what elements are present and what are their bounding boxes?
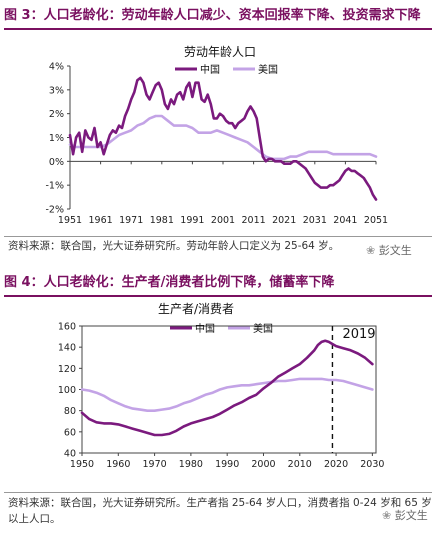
chart1-x-tick-label: 1961: [89, 215, 113, 226]
chart1-y-tick-label: 4%: [49, 62, 64, 73]
chart1-y-tick-label: -1%: [46, 181, 65, 192]
chart2-legend-label-china: 中国: [195, 322, 215, 335]
chart2-x-tick-label: 1970: [142, 459, 166, 470]
figure1-chart: -2% -1% 0% 1% 2% 3% 4% 1951 1961 1971 1981 1991 2001…: [0, 30, 436, 235]
chart2-y-tick-label: 120: [58, 364, 76, 375]
chart2-annotation-label: 2019: [342, 327, 375, 342]
chart2-series-line-china: [80, 339, 374, 437]
chart2-x-tick-label: 2010: [288, 459, 312, 470]
figure1-heading-rule: [4, 28, 432, 30]
chart1-series-line-china: [68, 76, 378, 201]
chart2-y-tick-label: 40: [64, 449, 76, 460]
chart2-x-tick-label: 1950: [70, 459, 94, 470]
figure1-heading: 图 3：人口老龄化：劳动年龄人口减少、资本回报率下降、投资需求下降: [4, 8, 421, 23]
chart1-series-line-usa: [68, 114, 378, 161]
watermark-text: 彭文生: [378, 244, 412, 257]
chart2-x-tick-label: 2020: [324, 459, 348, 470]
chart1-x-tick-label: 1991: [180, 215, 204, 226]
figure2-chart: 40 60 80 100 120 140 160 1950 1960 1970 1980 1990 20…: [0, 298, 436, 488]
watermark-text-2: 彭文生: [394, 509, 428, 522]
chart2-y-tick-label: 60: [64, 427, 76, 438]
chart1-title: 劳动年龄人口: [184, 45, 256, 59]
figure2-source: 资料来源：联合国，光大证券研究所。生产者指 25-64 岁人口，消费者指 0-2…: [8, 497, 432, 525]
chart2-y-tick-label: 100: [58, 385, 76, 396]
watermark-bottom: ❀ 彭文生: [382, 507, 428, 523]
chart1-x-tick-label: 2001: [211, 215, 235, 226]
chart1-x-tick-label: 2051: [364, 215, 388, 226]
chart1-y-tick-label: 3%: [49, 85, 64, 96]
chart1-y-tick-label: 2%: [49, 109, 64, 120]
chart2-x-tick-label: 1960: [106, 459, 130, 470]
figure1-source-rule: [4, 236, 432, 237]
chart2-svg: 40 60 80 100 120 140 160 1950 1960 1970 1980 1990 20…: [58, 302, 385, 470]
chart1-x-tick-label: 2031: [303, 215, 327, 226]
chart1-y-tick-label: 1%: [49, 133, 64, 144]
chart1-x-tick-label: 1951: [58, 215, 82, 226]
chart2-y-tick-label: 160: [58, 322, 76, 333]
figure2-heading-rule: [4, 295, 432, 297]
chart1-x-tick-label: 2011: [242, 215, 266, 226]
chart2-y-tick-label: 140: [58, 343, 76, 354]
chart2-title: 生产者/消费者: [158, 302, 234, 316]
chart1-svg: -2% -1% 0% 1% 2% 3% 4% 1951 1961 1971 1981 1991 2001…: [46, 45, 389, 226]
chart2-series-line-usa: [80, 377, 374, 412]
wechat-icon: ❀: [366, 244, 376, 257]
chart2-x-tick-label: 1990: [215, 459, 239, 470]
chart1-x-tick-label: 1981: [150, 215, 174, 226]
chart2-y-tick-label: 80: [64, 406, 76, 417]
chart1-y-tick-label: -2%: [46, 205, 65, 216]
chart1-x-tick-label: 2041: [333, 215, 357, 226]
wechat-icon-2: ❀: [382, 509, 392, 522]
chart2-x-tick-label: 2030: [360, 459, 384, 470]
chart1-x-tick-label: 2021: [272, 215, 296, 226]
figure2-source-rule: [4, 492, 432, 493]
chart1-y-tick-label: 0%: [49, 157, 64, 168]
chart1-legend-label-china: 中国: [200, 63, 220, 76]
chart2-legend-label-usa: 美国: [253, 322, 273, 335]
watermark-top: ❀ 彭文生: [366, 242, 412, 258]
chart2-x-tick-label: 1980: [179, 459, 203, 470]
chart1-legend-label-usa: 美国: [258, 63, 278, 76]
figure1-source: 资料来源：联合国，光大证券研究所。劳动年龄人口定义为 25-64 岁。: [8, 240, 340, 252]
chart2-x-tick-label: 2000: [251, 459, 275, 470]
chart1-x-tick-label: 1971: [119, 215, 143, 226]
figure2-heading: 图 4：人口老龄化：生产者/消费者比例下降，储蓄率下降: [4, 275, 335, 290]
